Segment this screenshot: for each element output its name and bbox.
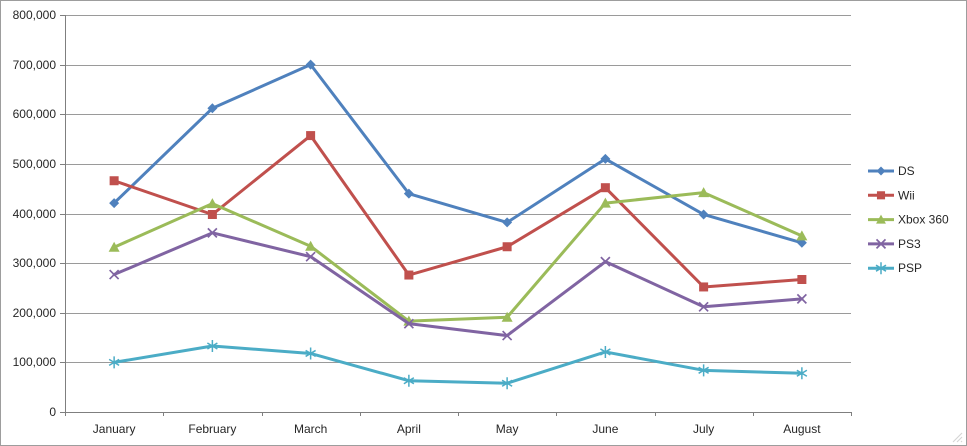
y-axis-tick-label: 0 — [49, 405, 56, 419]
y-axis-tick-label: 800,000 — [13, 8, 57, 22]
legend-label-ds: DS — [898, 164, 915, 178]
series-line-ds — [112, 63, 804, 245]
legend-label-ps3: PS3 — [898, 237, 921, 251]
x-axis-label: July — [693, 422, 714, 436]
legend-label-psp: PSP — [898, 261, 922, 275]
x-axis-label: May — [496, 422, 519, 436]
square-marker-icon — [797, 275, 807, 285]
square-marker-icon — [876, 191, 886, 200]
legend-label-wii: Wii — [898, 188, 915, 202]
x-marker-icon — [875, 238, 887, 250]
series-line-wii — [112, 134, 804, 289]
star-marker-icon — [599, 345, 611, 358]
star-marker-icon — [108, 356, 120, 369]
resize-grip-icon — [952, 432, 963, 443]
triangle-marker-icon — [501, 311, 513, 322]
x-marker-icon — [109, 269, 120, 280]
diamond-marker-icon — [403, 188, 414, 199]
triangle-marker-icon — [305, 240, 317, 251]
triangle-marker-icon — [108, 241, 120, 252]
star-marker-icon — [796, 367, 808, 380]
star-marker-icon — [206, 339, 218, 352]
diamond-marker-icon — [698, 209, 709, 220]
y-axis-tick-label: 500,000 — [13, 157, 57, 171]
triangle-marker-icon — [206, 198, 218, 209]
square-marker-icon — [502, 242, 512, 252]
square-marker-icon — [600, 183, 610, 193]
diamond-marker-icon — [600, 153, 611, 164]
y-axis-tick-label: 300,000 — [13, 256, 57, 270]
star-marker-icon — [403, 374, 415, 387]
y-axis-tick-label: 700,000 — [13, 58, 57, 72]
square-marker-icon — [404, 270, 414, 280]
y-axis-tick-label: 200,000 — [13, 306, 57, 320]
diamond-marker-icon — [109, 198, 120, 209]
series-line-ps3 — [112, 231, 804, 338]
series-line-xbox-360 — [112, 191, 804, 323]
x-marker-icon — [502, 330, 513, 341]
square-marker-icon — [306, 131, 316, 141]
x-marker-icon — [698, 301, 709, 312]
y-axis-tick-label: 400,000 — [13, 207, 57, 221]
y-axis-tick-label: 100,000 — [13, 355, 57, 369]
x-marker-icon — [403, 318, 414, 329]
triangle-marker-icon — [876, 214, 886, 224]
triangle-marker-icon — [796, 230, 808, 241]
legend-label-xbox-360: Xbox 360 — [898, 213, 949, 227]
square-marker-icon — [699, 282, 709, 292]
diamond-marker-icon — [502, 217, 513, 228]
x-axis-label: June — [592, 422, 618, 436]
star-marker-icon — [875, 262, 887, 275]
x-axis-label: April — [397, 422, 421, 436]
square-marker-icon — [109, 176, 119, 186]
square-marker-icon — [207, 209, 217, 219]
y-axis-tick-label: 600,000 — [13, 107, 57, 121]
x-axis-label: March — [294, 422, 327, 436]
triangle-marker-icon — [698, 187, 710, 198]
x-axis-label: August — [783, 422, 821, 436]
star-marker-icon — [501, 377, 513, 390]
x-marker-icon — [600, 256, 611, 267]
star-marker-icon — [698, 364, 710, 377]
x-marker-icon — [796, 293, 807, 304]
diamond-marker-icon — [305, 59, 316, 70]
x-marker-icon — [207, 227, 218, 238]
star-marker-icon — [305, 347, 317, 360]
x-axis-label: January — [93, 422, 136, 436]
x-axis-label: February — [188, 422, 236, 436]
series-line-psp — [112, 344, 804, 385]
diamond-marker-icon — [207, 103, 218, 114]
x-marker-icon — [305, 251, 316, 262]
diamond-marker-icon — [876, 166, 886, 176]
triangle-marker-icon — [599, 197, 611, 208]
